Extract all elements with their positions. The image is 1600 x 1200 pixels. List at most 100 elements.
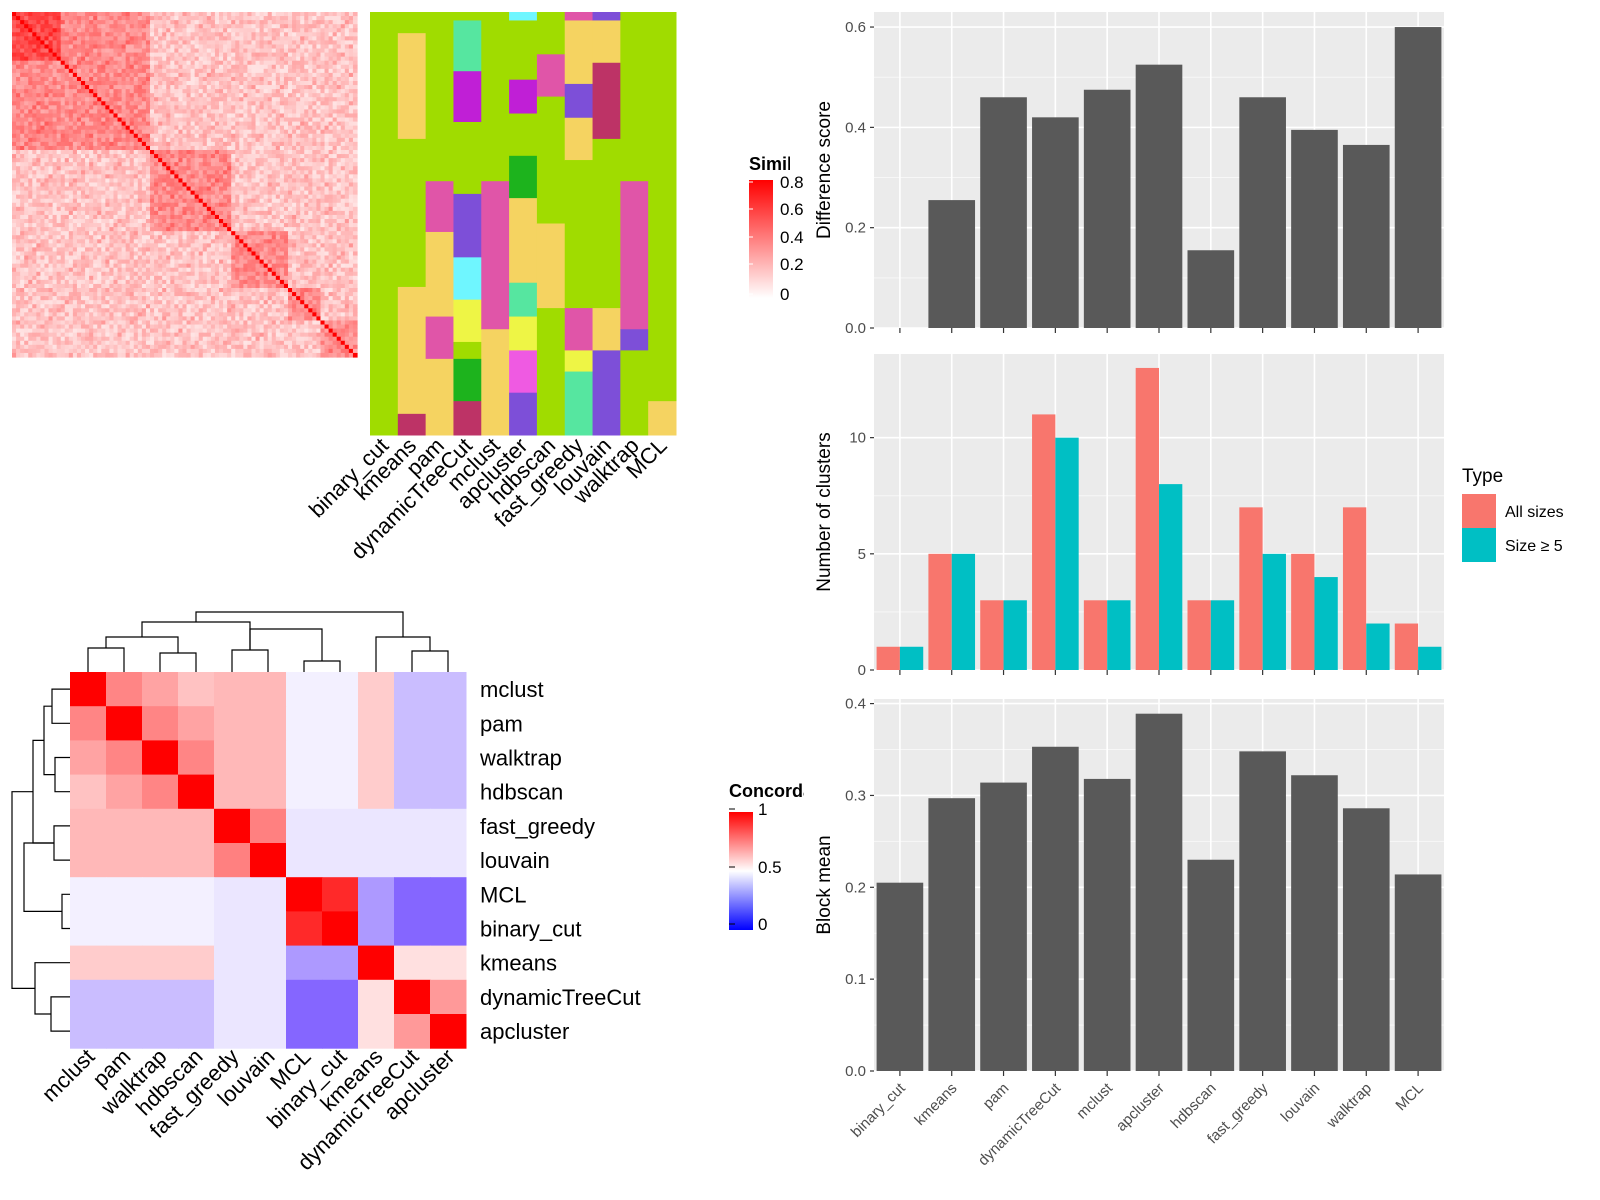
bar-size-ge-5 bbox=[1418, 646, 1442, 670]
y-tick-label: 10 bbox=[849, 430, 866, 447]
x-tick-label: binary_cut bbox=[848, 1079, 910, 1141]
x-tick-label: louvain bbox=[1278, 1080, 1324, 1126]
concordance-row-label: hdbscan bbox=[480, 780, 563, 805]
bar bbox=[1394, 874, 1442, 1071]
x-tick-label: kmeans bbox=[911, 1080, 960, 1129]
concordance-legend-tick: 0.5 bbox=[758, 858, 782, 877]
bar-size-ge-5 bbox=[1003, 600, 1027, 670]
bar-all-sizes bbox=[1083, 600, 1108, 670]
y-axis-label: Block mean bbox=[814, 835, 835, 934]
legend-label: All sizes bbox=[1505, 504, 1564, 521]
bar bbox=[1135, 713, 1183, 1071]
y-tick-label: 0.2 bbox=[845, 879, 866, 896]
bar-all-sizes bbox=[1135, 367, 1159, 670]
concordance-row-label: walktrap bbox=[479, 746, 562, 771]
x-tick-label: hdbscan bbox=[1168, 1080, 1220, 1132]
legend-label: Size ≥ 5 bbox=[1505, 538, 1563, 555]
x-tick-label: mclust bbox=[1073, 1079, 1116, 1122]
bar-all-sizes bbox=[980, 600, 1004, 670]
y-tick-label: 0.6 bbox=[845, 19, 866, 36]
similarity-colorbar bbox=[749, 180, 773, 298]
y-axis-label: Difference score bbox=[814, 101, 835, 239]
y-tick-label: 0.4 bbox=[845, 119, 866, 136]
bar-size-ge-5 bbox=[899, 646, 924, 670]
cluster-membership-heatmap bbox=[370, 12, 677, 436]
concordance-row-label: pam bbox=[480, 711, 523, 736]
bar bbox=[1032, 746, 1079, 1071]
bar-size-ge-5 bbox=[1055, 437, 1079, 670]
bar bbox=[1291, 775, 1338, 1071]
x-tick-label: MCL bbox=[1393, 1080, 1427, 1114]
concordance-heatmap bbox=[70, 672, 467, 1049]
x-tick-label: pam bbox=[980, 1080, 1013, 1113]
bar bbox=[1239, 97, 1286, 329]
bar-all-sizes bbox=[1342, 507, 1367, 670]
legend-title: Type bbox=[1462, 466, 1503, 487]
y-tick-label: 0.2 bbox=[845, 220, 866, 237]
difference-score-chart: 0.0 0.2 0.4 0.6 Difference score bbox=[814, 12, 1444, 337]
similarity-legend-tick: 0.8 bbox=[780, 173, 804, 192]
concordance-legend-tick: 1 bbox=[758, 800, 767, 819]
concordance-column-dendrogram bbox=[87, 611, 449, 672]
block-mean-chart: 0.0 0.1 0.2 0.3 0.4 Block mean bbox=[814, 696, 1444, 1080]
bar-size-ge-5 bbox=[1107, 600, 1131, 670]
bar bbox=[928, 200, 976, 328]
concordance-row-label: dynamicTreeCut bbox=[480, 985, 641, 1010]
bar bbox=[1032, 117, 1079, 328]
concordance-legend-title: Concordance bbox=[729, 781, 844, 801]
concordance-colorbar bbox=[729, 812, 753, 930]
legend-swatch bbox=[1462, 494, 1496, 528]
bar bbox=[1394, 27, 1442, 329]
bar-all-sizes bbox=[1032, 414, 1056, 670]
number-of-clusters-chart: 0 5 10 Number of clusters bbox=[814, 354, 1444, 679]
concordance-row-label: louvain bbox=[480, 848, 550, 873]
bar bbox=[876, 882, 924, 1071]
bar-all-sizes bbox=[1187, 600, 1211, 670]
y-tick-label: 0.0 bbox=[845, 320, 866, 337]
concordance-row-label: binary_cut bbox=[480, 917, 582, 942]
similarity-legend-tick: 0 bbox=[780, 285, 789, 304]
bar-size-ge-5 bbox=[1262, 553, 1286, 670]
similarity-legend-tick: 0.4 bbox=[780, 228, 804, 247]
bar-size-ge-5 bbox=[1314, 577, 1338, 670]
bar bbox=[1239, 751, 1286, 1071]
bar bbox=[1291, 129, 1338, 328]
y-tick-label: 5 bbox=[858, 546, 866, 563]
concordance-legend: Concordance 1 0.5 0 bbox=[729, 781, 844, 934]
bar-all-sizes bbox=[928, 553, 952, 670]
bar-size-ge-5 bbox=[1366, 623, 1390, 670]
bar bbox=[1342, 808, 1390, 1071]
concordance-row-label: fast_greedy bbox=[480, 814, 595, 839]
bar-all-sizes bbox=[1394, 623, 1419, 670]
concordance-row-dendrogram bbox=[11, 688, 70, 1032]
bar bbox=[1083, 778, 1131, 1071]
similarity-legend: Similarity 0.8 0.6 0.4 0.2 0 bbox=[749, 154, 830, 304]
bar-all-sizes bbox=[1291, 553, 1315, 670]
legend-swatch bbox=[1462, 528, 1496, 562]
bar-all-sizes bbox=[876, 646, 900, 670]
bar bbox=[928, 798, 976, 1071]
bar bbox=[980, 782, 1027, 1071]
y-tick-label: 0.0 bbox=[845, 1063, 866, 1080]
bar bbox=[1083, 89, 1131, 328]
bar bbox=[1187, 859, 1235, 1071]
bar-size-ge-5 bbox=[1159, 484, 1183, 670]
x-tick-label: apcluster bbox=[1113, 1080, 1168, 1135]
bar bbox=[1135, 64, 1183, 329]
similarity-legend-tick: 0.6 bbox=[780, 200, 804, 219]
concordance-row-label: MCL bbox=[480, 882, 526, 907]
bar bbox=[980, 97, 1027, 329]
bar-all-sizes bbox=[1239, 507, 1263, 670]
bar bbox=[1342, 144, 1390, 328]
y-tick-label: 0 bbox=[858, 662, 866, 679]
concordance-row-label: kmeans bbox=[480, 951, 557, 976]
concordance-row-label: mclust bbox=[480, 677, 544, 702]
concordance-legend-tick: 0 bbox=[758, 915, 767, 934]
y-tick-label: 0.3 bbox=[845, 787, 866, 804]
y-axis-label: Number of clusters bbox=[814, 432, 835, 591]
x-tick-label: walktrap bbox=[1323, 1080, 1375, 1132]
bar-size-ge-5 bbox=[1210, 600, 1235, 670]
similarity-legend-title: Similarity bbox=[749, 154, 830, 174]
